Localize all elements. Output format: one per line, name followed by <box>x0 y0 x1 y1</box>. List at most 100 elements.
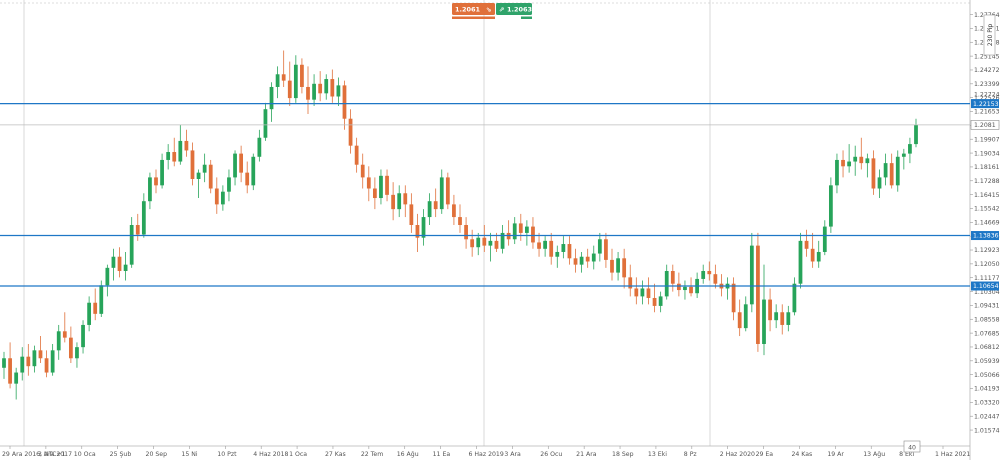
candle-body <box>889 163 894 186</box>
candle-body <box>318 83 323 94</box>
candle-body <box>105 267 110 286</box>
levels-layer: 1.22153 1.13836 1.10654 1.2081 1.22724 <box>0 92 1000 291</box>
period-box[interactable]: 230 Pip <box>983 14 996 56</box>
candle-body <box>427 201 432 218</box>
x-tick-label: 27 Kas <box>325 451 346 458</box>
candle-body <box>713 274 718 284</box>
candle-body <box>847 161 852 167</box>
candle-body <box>780 312 785 325</box>
candle-body <box>646 288 651 298</box>
candle-body <box>786 312 791 325</box>
candle-body <box>482 237 487 246</box>
candle-body <box>403 193 408 205</box>
y-tick-label: 1.08558 <box>974 316 1000 323</box>
buy-quote-badge[interactable]: ⇗ 1.2063 <box>496 3 532 19</box>
candle-body <box>859 156 864 164</box>
y-tick-label: 1.22526 <box>974 95 1000 102</box>
x-tick-label: 16 Ağu <box>397 450 419 458</box>
candle-body <box>354 145 359 165</box>
x-tick-label: 1 Haz 2021 <box>935 451 970 458</box>
y-tick-label: 1.09431 <box>974 303 1000 310</box>
x-tick-label: 29 Ara 2016, UTC+1 <box>2 451 66 458</box>
candle-body <box>227 177 231 192</box>
x-tick-label: 3 Ara <box>504 451 521 458</box>
x-tick-label: 13 Eki <box>648 451 667 458</box>
scroll-widget[interactable]: 40 <box>903 440 921 453</box>
current-price-tag <box>970 120 1000 130</box>
y-tick-label: 1.19034 <box>974 150 1000 157</box>
candle-body <box>567 244 572 259</box>
y-tick-label: 1.03320 <box>974 400 1000 407</box>
candle-body <box>549 240 554 257</box>
candle-body <box>20 356 25 373</box>
candle-body <box>214 188 219 205</box>
x-tick-label: 21 Ara <box>576 451 597 458</box>
y-tick-label: 1.05066 <box>974 372 1000 379</box>
y-tick-label: 1.17288 <box>974 178 1000 185</box>
y-tick-label: 1.12050 <box>974 261 1000 268</box>
candle-body <box>883 163 888 178</box>
candle-body <box>683 286 687 291</box>
candle-body <box>269 86 274 110</box>
level-price-label: 1.10654 <box>973 283 999 290</box>
candle-body <box>701 271 706 279</box>
candle-body <box>743 304 748 329</box>
candle-body <box>737 312 742 329</box>
candle-body <box>415 225 420 238</box>
candle-body <box>233 153 237 178</box>
candle-body <box>251 156 256 186</box>
y-tick-label: 1.07685 <box>974 330 1000 337</box>
period-label: 230 Pip <box>987 24 994 47</box>
buy-arrow-icon: ⇗ <box>499 6 504 14</box>
candle-body <box>348 118 353 146</box>
candle-body <box>810 248 815 262</box>
candle-body <box>75 347 79 359</box>
x-tick-label: 24 Kas <box>791 451 812 458</box>
y-tick-label: 1.02447 <box>974 413 1000 420</box>
candle-body <box>531 226 535 243</box>
candle-body <box>336 85 341 97</box>
candle-body <box>154 177 158 186</box>
candle-body <box>670 271 675 284</box>
candle-body <box>148 177 152 202</box>
x-tick-label: 8 Pz <box>684 451 697 458</box>
candle-body <box>640 288 645 297</box>
candle-body <box>56 331 61 351</box>
candle-body <box>914 125 918 145</box>
candle-body <box>749 245 754 305</box>
candle-body <box>293 64 298 99</box>
x-tick-label: 2 Haz 2020 <box>720 451 755 458</box>
candle-body <box>208 164 213 189</box>
time-axis: 29 Ara 2016, UTC+13 Ara 2017 10 Oca 25 Şub… <box>2 446 970 458</box>
candle-body <box>610 259 614 273</box>
x-tick-label: 3 Ara 2017 <box>38 451 72 458</box>
candle-body <box>300 64 304 87</box>
candle-body <box>585 256 590 262</box>
y-tick-label: 1.04193 <box>974 386 1000 393</box>
sell-quote-badge[interactable]: 1.2061 ⇘ <box>452 3 495 19</box>
level-price-label: 1.13836 <box>973 233 999 240</box>
candle-body <box>87 302 92 325</box>
candle-body <box>707 271 712 275</box>
candle-body <box>306 86 310 100</box>
candle-body <box>756 245 760 344</box>
x-tick-label: 1 Oca <box>289 451 307 458</box>
y-tick-label: 1.11177 <box>974 275 1000 282</box>
candle-body <box>804 240 809 249</box>
candle-body <box>220 191 225 205</box>
candle-body <box>500 232 505 249</box>
buy-underline <box>521 16 532 19</box>
candle-body <box>798 240 803 284</box>
candle-body <box>762 299 766 344</box>
y-tick-label: 1.05939 <box>974 358 1000 365</box>
candle-body <box>190 150 195 179</box>
candle-body <box>871 158 876 189</box>
current-price-label: 1.2081 <box>974 122 996 129</box>
candle-body <box>768 299 772 321</box>
y-tick-label: 1.21653 <box>974 109 1000 116</box>
candle-body <box>8 358 12 384</box>
x-tick-label: 8 Eki <box>899 451 914 458</box>
candles-layer <box>2 50 918 400</box>
